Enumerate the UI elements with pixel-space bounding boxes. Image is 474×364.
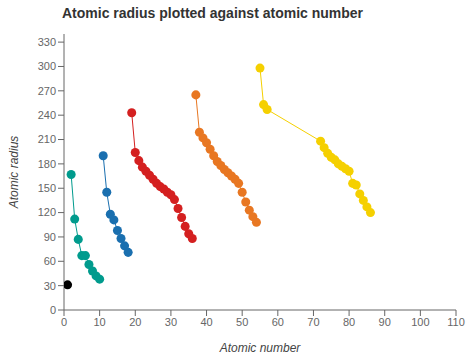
svg-text:270: 270 <box>38 85 56 97</box>
html-text:Atomic radius plotted against: Atomic radius plotted against atomic num… <box>62 5 363 21</box>
svg-text:50: 50 <box>236 316 248 328</box>
svg-text:100: 100 <box>411 316 429 328</box>
svg-text:180: 180 <box>38 158 56 170</box>
svg-text:80: 80 <box>343 316 355 328</box>
svg-text:30: 30 <box>165 316 177 328</box>
svg-text:90: 90 <box>44 231 56 243</box>
svg-text:240: 240 <box>38 109 56 121</box>
svg-text:10: 10 <box>94 316 106 328</box>
svg-text:30: 30 <box>44 280 56 292</box>
svg-text:60: 60 <box>272 316 284 328</box>
svg-text:Atomic number: Atomic number <box>219 341 302 355</box>
svg-text:300: 300 <box>38 60 56 72</box>
svg-text:Atomic radius: Atomic radius <box>8 136 21 210</box>
svg-text:40: 40 <box>200 316 212 328</box>
svg-text:120: 120 <box>38 206 56 218</box>
svg-text:210: 210 <box>38 133 56 145</box>
svg-text:110: 110 <box>447 316 465 328</box>
svg-text:330: 330 <box>38 36 56 48</box>
svg-text:90: 90 <box>379 316 391 328</box>
svg-text:0: 0 <box>61 316 67 328</box>
svg-text:20: 20 <box>129 316 141 328</box>
svg-text:60: 60 <box>44 255 56 267</box>
svg-text:0: 0 <box>50 304 56 316</box>
svg-text:70: 70 <box>307 316 319 328</box>
svg-text:150: 150 <box>38 182 56 194</box>
